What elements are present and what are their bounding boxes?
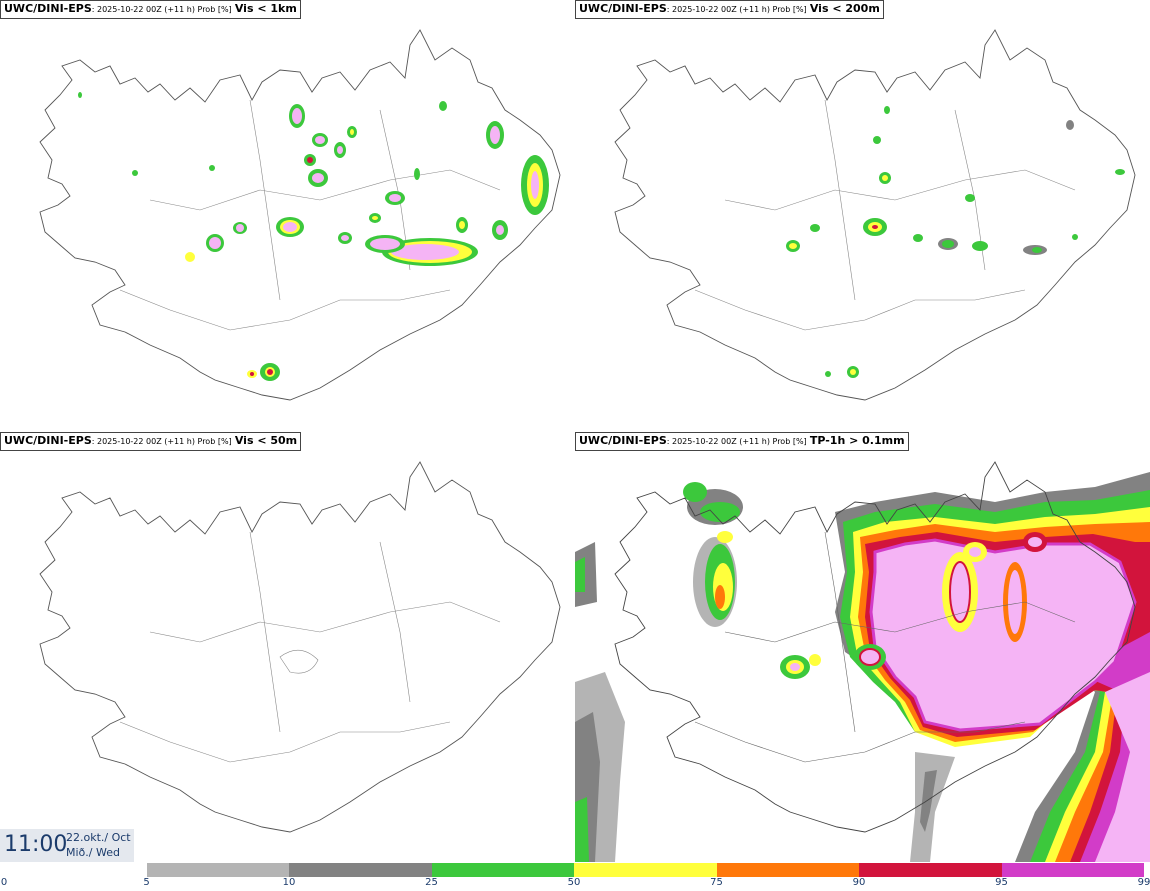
iceland-map bbox=[39, 461, 561, 833]
valid-time-hour: 11:00 bbox=[4, 832, 68, 857]
colorbar-label: 10 bbox=[282, 877, 296, 888]
colorbar-label: 5 bbox=[143, 877, 150, 888]
map-panel-vis-200m: UWC/DINI-EPS: 2025-10-22 00Z (+11 h) Pro… bbox=[575, 0, 1150, 430]
map-panel-vis-50m: UWC/DINI-EPS: 2025-10-22 00Z (+11 h) Pro… bbox=[0, 432, 575, 862]
iceland-map bbox=[39, 29, 561, 401]
colorbar-segment bbox=[4, 863, 147, 877]
valid-weekday: Mið./ Wed bbox=[66, 846, 120, 859]
valid-time-box: 11:00 22.okt./ Oct Mið./ Wed bbox=[0, 829, 134, 862]
map-panel-tp-1h: UWC/DINI-EPS: 2025-10-22 00Z (+11 h) Pro… bbox=[575, 432, 1150, 862]
iceland-map bbox=[575, 461, 1150, 862]
colorbar-label: 50 bbox=[567, 877, 581, 888]
colorbar-segment bbox=[859, 863, 1002, 877]
colorbar-segment bbox=[1001, 863, 1144, 877]
colorbar-label: 25 bbox=[425, 877, 438, 888]
panel-title: UWC/DINI-EPS: 2025-10-22 00Z (+11 h) Pro… bbox=[575, 0, 884, 19]
map-panel-vis-1km: UWC/DINI-EPS: 2025-10-22 00Z (+11 h) Pro… bbox=[0, 0, 575, 430]
colorbar-label: 90 bbox=[852, 877, 866, 888]
colorbar-label: 75 bbox=[710, 877, 723, 888]
colorbar-segment bbox=[574, 863, 717, 877]
valid-date: 22.okt./ Oct bbox=[66, 831, 131, 844]
colorbar-label: 99 bbox=[1137, 877, 1150, 888]
colorbar-segment bbox=[431, 863, 574, 877]
probability-colorbar: 0 5 10 25 50 75 90 95 99 bbox=[0, 862, 1150, 891]
panel-title: UWC/DINI-EPS: 2025-10-22 00Z (+11 h) Pro… bbox=[0, 0, 301, 19]
colorbar-label: 95 bbox=[995, 877, 1008, 888]
colorbar-segment bbox=[289, 863, 432, 877]
colorbar-segment bbox=[146, 863, 289, 877]
iceland-map bbox=[614, 29, 1136, 401]
colorbar-segment bbox=[716, 863, 859, 877]
colorbar-label: 0 bbox=[0, 877, 8, 888]
panel-title: UWC/DINI-EPS: 2025-10-22 00Z (+11 h) Pro… bbox=[0, 432, 302, 451]
panel-title: UWC/DINI-EPS: 2025-10-22 00Z (+11 h) Pro… bbox=[575, 432, 909, 451]
